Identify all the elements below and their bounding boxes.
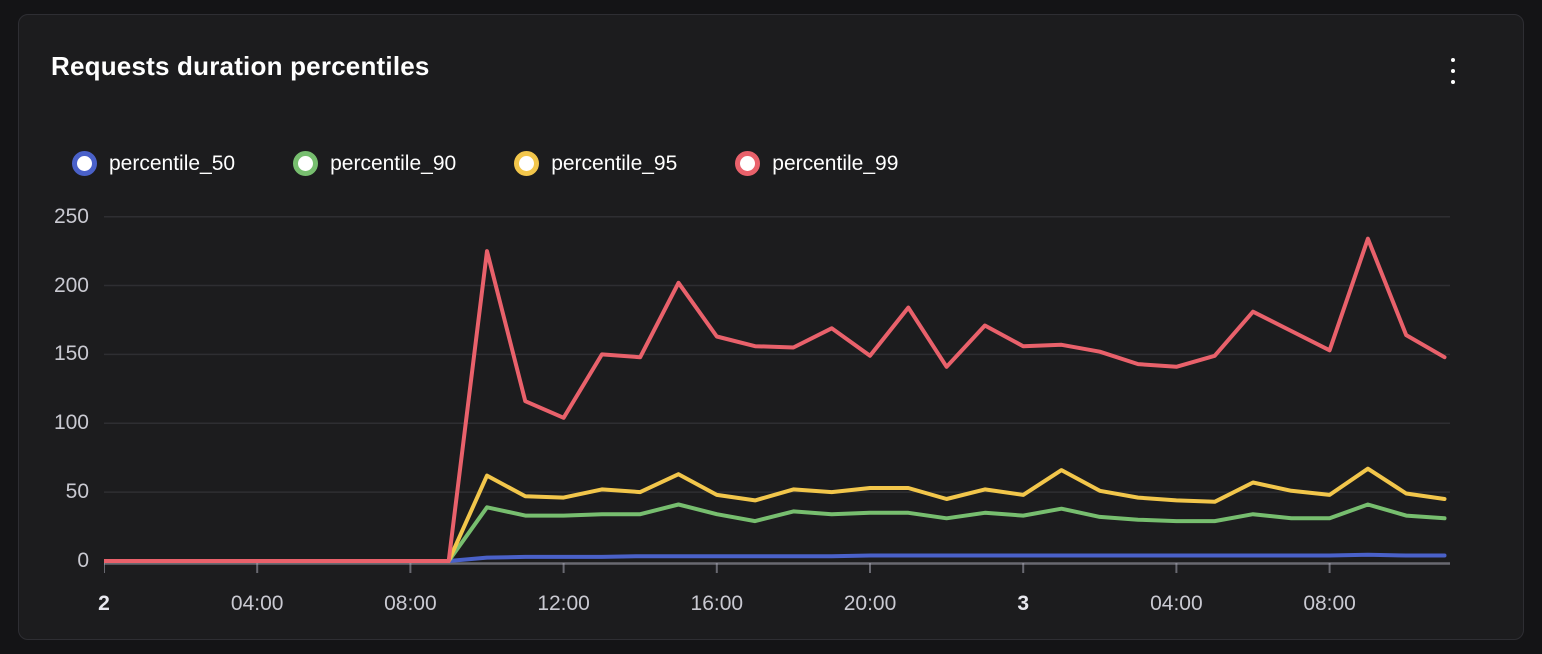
y-axis: 0 50 100 150 200 250 <box>19 15 89 641</box>
x-tick-label: 20:00 <box>843 592 897 615</box>
chart-plot-area[interactable] <box>104 206 1450 578</box>
legend-label: percentile_95 <box>551 151 678 175</box>
timeseries-chart[interactable] <box>104 206 1450 578</box>
y-tick-label: 0 <box>77 549 89 572</box>
legend-label: percentile_90 <box>330 151 457 175</box>
x-tick-label: 2 <box>98 592 110 615</box>
requests-duration-panel: Requests duration percentiles percentile… <box>18 14 1524 640</box>
x-tick-label: 3 <box>1017 592 1030 615</box>
legend-marker-icon <box>514 151 540 176</box>
kebab-dot <box>1451 58 1455 62</box>
legend-label: percentile_50 <box>109 151 236 175</box>
legend-item-percentile_50[interactable]: percentile_50 <box>72 151 235 176</box>
y-tick-label: 250 <box>53 204 89 228</box>
legend-item-percentile_95[interactable]: percentile_95 <box>514 151 677 176</box>
x-tick-label: 04:00 <box>1150 592 1203 615</box>
x-tick-label: 08:00 <box>1303 592 1356 615</box>
legend-marker-icon <box>293 151 319 176</box>
y-tick-label: 100 <box>53 411 89 435</box>
kebab-vertical-icon[interactable] <box>1443 51 1463 91</box>
y-tick-label: 150 <box>53 342 89 366</box>
series-line-percentile_90[interactable] <box>104 502 1447 563</box>
x-tick-label: 16:00 <box>690 592 744 615</box>
kebab-dot <box>1451 69 1455 73</box>
x-tick-label: 08:00 <box>384 592 437 615</box>
x-tick-label: 04:00 <box>230 592 284 615</box>
x-tick-label: 12:00 <box>537 592 590 615</box>
legend-marker-icon <box>72 151 97 176</box>
x-axis: 2 04:00 08:00 12:00 16:00 20:00 3 04:00 08:00 <box>19 15 1525 641</box>
legend-marker-icon <box>735 151 761 176</box>
kebab-dot <box>1451 80 1455 84</box>
legend-item-percentile_90[interactable]: percentile_90 <box>293 151 456 176</box>
legend-label: percentile_99 <box>772 151 899 175</box>
panel-title: Requests duration percentiles <box>51 51 430 81</box>
y-tick-label: 200 <box>53 273 89 297</box>
series-line-percentile_99[interactable] <box>104 236 1447 563</box>
y-tick-label: 50 <box>65 480 89 504</box>
legend-item-percentile_99[interactable]: percentile_99 <box>735 151 898 176</box>
chart-legend: percentile_50 percentile_90 percentile_95 p… <box>72 151 898 176</box>
